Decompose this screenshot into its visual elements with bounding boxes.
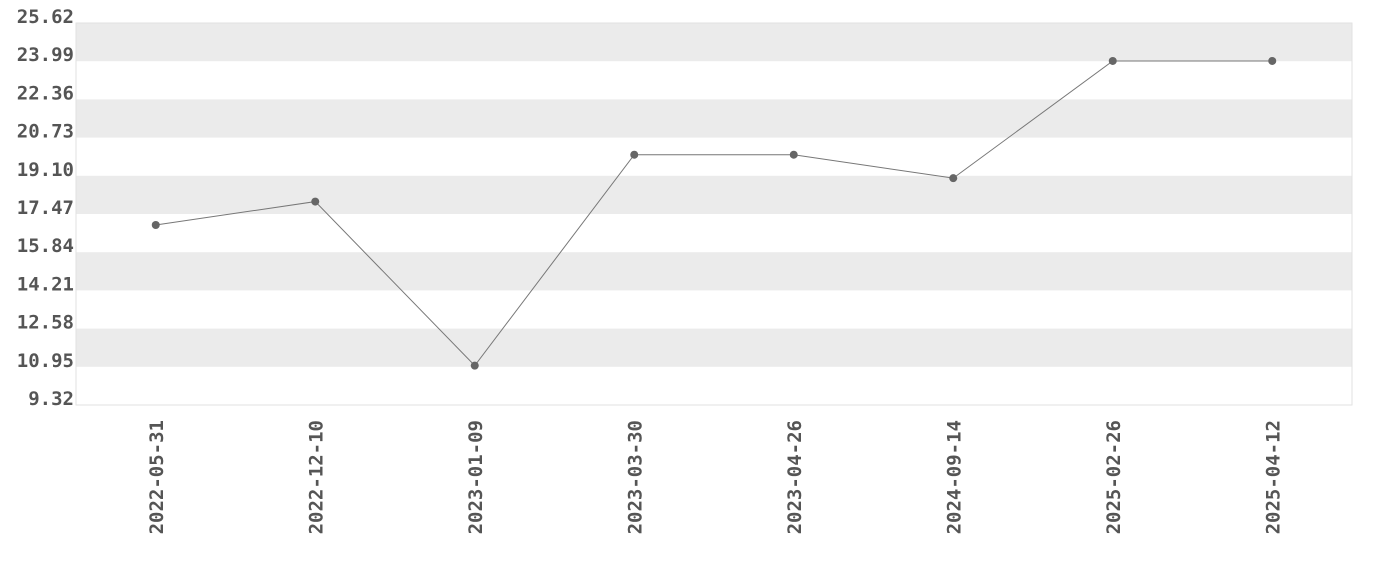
- x-tick-label: 2023-03-30: [624, 420, 646, 534]
- data-point: [1268, 56, 1277, 65]
- x-tick-label: 2023-04-26: [784, 420, 806, 534]
- x-tick-label: 2024-09-14: [943, 420, 965, 534]
- data-point: [311, 197, 320, 206]
- x-tick-label: 2022-12-10: [305, 420, 327, 534]
- data-point: [630, 150, 639, 159]
- y-tick-label: 12.58: [17, 312, 74, 334]
- y-axis: 9.32 10.95 12.58 14.21 15.84 17.47 19.10 20.73 2…: [17, 6, 74, 410]
- data-point: [151, 221, 160, 230]
- grid-bands: [76, 23, 1352, 367]
- series-points: [151, 56, 1277, 370]
- y-tick-label: 9.32: [28, 388, 74, 410]
- y-tick-label: 22.36: [17, 82, 74, 104]
- plot-border: [75, 22, 1353, 406]
- x-tick-label: 2022-05-31: [146, 420, 168, 534]
- y-tick-label: 14.21: [17, 273, 74, 295]
- data-point: [789, 150, 798, 159]
- y-tick-label: 10.95: [17, 350, 74, 372]
- y-tick-label: 19.10: [17, 159, 74, 181]
- x-tick-label: 2025-02-26: [1103, 420, 1125, 534]
- grid-band: [76, 328, 1352, 367]
- y-tick-label: 20.73: [17, 121, 74, 143]
- grid-band: [76, 99, 1352, 138]
- data-point: [470, 361, 479, 370]
- y-tick-label: 23.99: [17, 44, 74, 66]
- data-point: [949, 174, 958, 183]
- grid-band: [76, 175, 1352, 214]
- series-line: [155, 60, 1273, 367]
- y-tick-label: 25.62: [17, 6, 74, 28]
- grid-band: [76, 23, 1352, 62]
- x-tick-label: 2023-01-09: [465, 420, 487, 534]
- y-tick-label: 15.84: [17, 235, 74, 257]
- x-axis: 2022-05-31 2022-12-10 2023-01-09 2023-03-30…: [146, 420, 1285, 534]
- grid-band: [76, 252, 1352, 291]
- x-tick-label: 2025-04-12: [1262, 420, 1284, 534]
- data-point: [1108, 56, 1117, 65]
- y-tick-label: 17.47: [17, 197, 74, 219]
